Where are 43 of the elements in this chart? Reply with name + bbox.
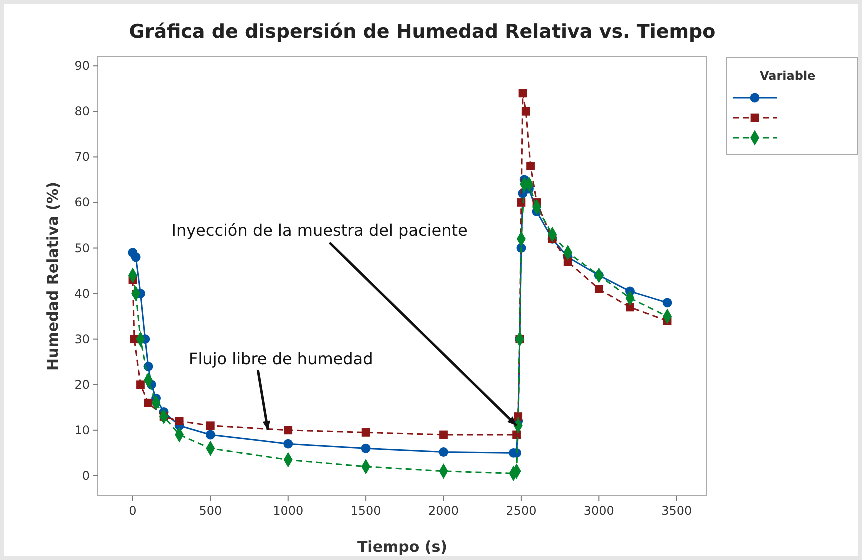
point — [522, 107, 530, 116]
annotation: Flujo libre de humedad — [189, 349, 374, 368]
x-tick-label: 2500 — [506, 504, 537, 518]
x-tick-label: 2000 — [428, 504, 460, 518]
x-tick-label: 500 — [199, 504, 222, 518]
y-tick-label: 70 — [74, 150, 90, 164]
point — [564, 258, 572, 266]
y-tick-label: 0 — [82, 468, 90, 483]
point — [284, 426, 293, 435]
y-tick-label: 60 — [74, 196, 90, 210]
chart-title: Gráfica de dispersión de Humedad Relativa vs. Tiempo — [129, 21, 716, 43]
x-tick-label: 3500 — [662, 504, 692, 518]
y-tick-label: 10 — [74, 423, 90, 438]
x-tick-label: 1000 — [273, 504, 304, 518]
y-tick-label: 50 — [74, 241, 90, 256]
point — [526, 162, 535, 170]
point — [439, 448, 448, 457]
point — [131, 252, 141, 262]
point — [662, 298, 672, 308]
y-tick-label: 20 — [74, 378, 90, 392]
y-tick-label: 90 — [74, 59, 90, 74]
point — [361, 444, 371, 454]
point — [362, 428, 370, 437]
point — [284, 439, 294, 449]
point — [594, 285, 604, 294]
y-tick-label: 40 — [74, 286, 90, 301]
x-axis-title: Tiempo (s) — [357, 538, 448, 556]
point — [144, 398, 153, 408]
point — [626, 303, 634, 312]
point — [136, 380, 145, 390]
point — [440, 430, 448, 440]
x-tick-label: 0 — [129, 504, 137, 518]
point — [518, 89, 528, 98]
point — [206, 430, 216, 440]
y-axis-title: Humedad Relativa (%) — [44, 182, 62, 372]
y-tick-label: 30 — [74, 332, 90, 346]
annotation: Inyección de la muestra del paciente — [172, 220, 468, 240]
legend-title: Variable — [760, 69, 816, 83]
point — [206, 422, 215, 430]
y-tick-label: 80 — [74, 104, 90, 119]
x-tick-label: 1500 — [350, 504, 382, 518]
x-tick-label: 3000 — [584, 504, 614, 518]
point — [175, 417, 184, 426]
